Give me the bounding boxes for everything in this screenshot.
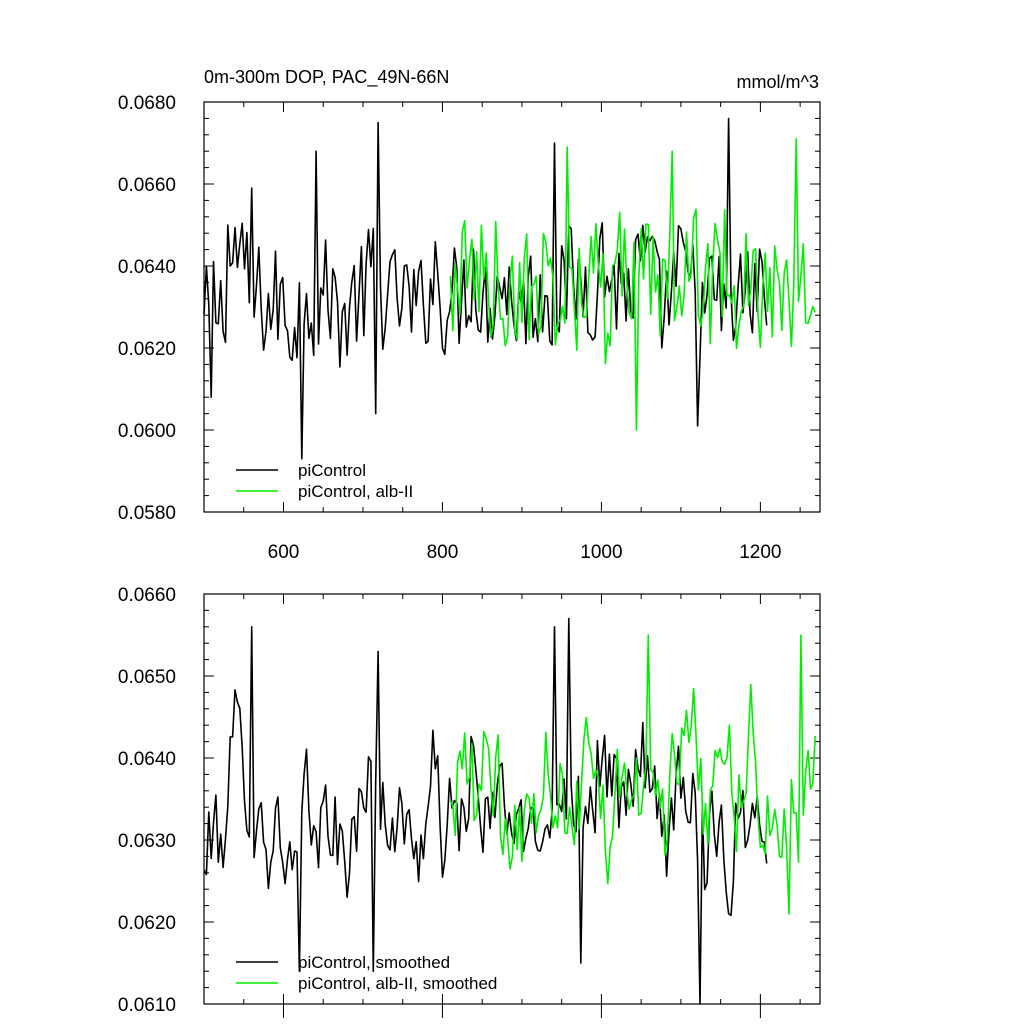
bottom-ytick-label: 0.0640	[118, 749, 176, 770]
top-ytick-label: 0.0580	[118, 503, 176, 524]
top-legend-label: piControl, alb-II	[298, 482, 413, 501]
top-xtick-label: 1200	[739, 542, 781, 563]
bottom-legend: piControl, smoothed piControl, alb-II, sm…	[236, 953, 497, 993]
bottom-series-line-1	[449, 634, 816, 915]
top-ytick-label: 0.0600	[118, 421, 176, 442]
top-ytick-label: 0.0620	[118, 339, 176, 360]
top-panel: 0m-300m DOP, PAC_49N-66N mmol/m^3 0.0580…	[118, 67, 821, 563]
bottom-ytick-label: 0.0620	[118, 913, 176, 934]
top-panel-title: 0m-300m DOP, PAC_49N-66N	[204, 67, 449, 88]
bottom-series-line-0	[203, 617, 768, 1005]
top-legend-label: piControl	[298, 461, 366, 480]
top-series	[203, 117, 816, 460]
top-axis-ticks: 0.0580 0.0600 0.0620 0.0640 0.0660 0.0680 600 8…	[118, 93, 820, 563]
bottom-legend-label: piControl, smoothed	[298, 953, 450, 972]
top-panel-units: mmol/m^3	[737, 72, 819, 92]
bottom-panel: 0.0610 0.0620 0.0630 0.0640 0.0650 0.0660 piC…	[118, 585, 821, 1018]
bottom-ytick-label: 0.0610	[118, 995, 176, 1016]
top-ytick-label: 0.0680	[118, 93, 176, 114]
top-xtick-label: 600	[268, 542, 300, 563]
top-series-line-0	[203, 117, 768, 460]
bottom-ytick-label: 0.0660	[118, 585, 176, 606]
bottom-series	[203, 617, 816, 1005]
top-ytick-label: 0.0660	[118, 175, 176, 196]
top-legend: piControl piControl, alb-II	[236, 461, 413, 501]
bottom-plot-frame	[203, 593, 821, 1005]
bottom-legend-label: piControl, alb-II, smoothed	[298, 974, 497, 993]
top-series-line-1	[449, 138, 816, 431]
bottom-ytick-label: 0.0630	[118, 831, 176, 852]
top-xtick-label: 1000	[580, 542, 622, 563]
top-ytick-label: 0.0640	[118, 257, 176, 278]
bottom-ytick-label: 0.0650	[118, 667, 176, 688]
top-plot-frame	[203, 101, 821, 513]
bottom-axis-ticks: 0.0610 0.0620 0.0630 0.0640 0.0650 0.0660	[118, 585, 820, 1018]
top-xtick-label: 800	[427, 542, 459, 563]
